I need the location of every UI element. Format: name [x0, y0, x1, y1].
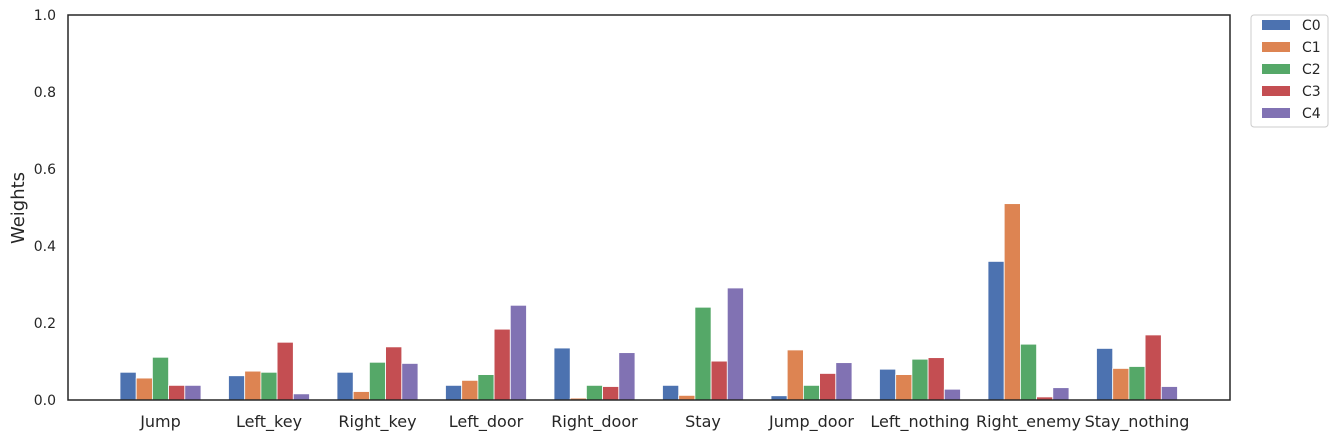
bar-c1-left-nothing [895, 374, 913, 401]
y-tick-label: 1.0 [34, 8, 56, 24]
bar-c3-stay [710, 360, 728, 401]
bar-c3-jump [168, 384, 186, 401]
bar-c4-left-nothing [943, 388, 961, 401]
legend-label-c4: C4 [1302, 106, 1321, 122]
bar-c2-right-key [368, 361, 386, 401]
x-tick-label: Jump_door [768, 412, 854, 432]
bar-c2-left-key [260, 371, 278, 401]
legend-label-c3: C3 [1302, 84, 1321, 100]
bar-c2-stay [694, 306, 712, 401]
bars-layer [119, 203, 1178, 401]
x-axis-ticks: Jump Left_key Right_key Left_door Right_door… [139, 412, 1189, 432]
bar-c2-jump [151, 356, 169, 401]
bar-c0-stay [662, 384, 680, 401]
x-tick-label: Left_key [236, 412, 302, 432]
legend-swatch-c1 [1262, 42, 1290, 52]
bar-c0-right-door [553, 347, 571, 401]
bar-c2-right-door [586, 384, 604, 401]
x-tick-label: Stay_nothing [1085, 412, 1190, 432]
y-axis-label: Weights [8, 172, 29, 244]
bar-c1-right-enemy [1003, 203, 1021, 401]
bar-c4-stay-nothing [1160, 386, 1178, 401]
bar-c1-right-key [352, 391, 370, 401]
legend-label-c0: C0 [1302, 18, 1321, 34]
legend-items: C0 C1 C2 C3 C4 [1262, 18, 1321, 122]
x-tick-label: Jump [139, 412, 181, 431]
bar-c1-jump [135, 377, 153, 401]
bar-c4-right-enemy [1052, 387, 1070, 401]
plot-frame [67, 14, 1231, 401]
bar-c2-stay-nothing [1128, 366, 1146, 401]
bar-c2-left-nothing [911, 358, 929, 401]
y-tick-label: 0.4 [34, 239, 56, 255]
bar-c3-stay-nothing [1144, 334, 1162, 401]
y-tick-label: 0.6 [34, 162, 56, 178]
bar-c1-stay-nothing [1112, 368, 1130, 401]
y-axis-ticks: 0.0 0.2 0.4 0.6 0.8 1.0 [34, 8, 56, 409]
y-tick-label: 0.0 [34, 393, 56, 409]
bar-c0-left-key [228, 375, 246, 401]
legend-swatch-c2 [1262, 64, 1290, 74]
legend: C0 C1 C2 C3 C4 [1250, 14, 1329, 128]
bar-c0-left-door [445, 384, 463, 401]
x-tick-label: Right_enemy [976, 412, 1081, 432]
legend-label-c1: C1 [1302, 40, 1321, 56]
y-tick-label: 0.8 [34, 85, 56, 101]
x-tick-label: Stay [685, 412, 721, 431]
x-tick-label: Right_door [551, 412, 638, 432]
bar-c1-jump-door [786, 349, 804, 401]
bar-c0-left-nothing [879, 368, 897, 401]
bar-c4-jump-door [835, 362, 853, 401]
bar-c4-left-key [292, 393, 310, 401]
bar-c3-left-nothing [927, 357, 945, 401]
bar-c3-left-key [276, 341, 294, 401]
bar-c1-left-key [244, 370, 262, 401]
legend-swatch-c0 [1262, 20, 1290, 30]
bar-c3-right-key [385, 346, 403, 401]
bar-c3-left-door [493, 328, 511, 401]
bar-c0-right-key [336, 371, 354, 401]
bar-c4-right-key [401, 363, 419, 401]
x-tick-label: Right_key [338, 412, 416, 432]
y-tick-label: 0.2 [34, 316, 56, 332]
x-tick-label: Left_nothing [870, 412, 969, 432]
bar-c4-stay [726, 287, 744, 401]
bar-c0-right-enemy [987, 260, 1005, 401]
legend-swatch-c4 [1262, 108, 1290, 118]
bar-c4-left-door [509, 304, 527, 401]
legend-label-c2: C2 [1302, 62, 1321, 78]
bar-c4-jump [184, 384, 202, 401]
x-tick-label: Left_door [449, 412, 524, 432]
bar-c2-jump-door [803, 384, 821, 401]
bar-c3-right-door [602, 386, 620, 401]
bar-c4-right-door [618, 352, 636, 401]
legend-swatch-c3 [1262, 86, 1290, 96]
bar-c2-right-enemy [1020, 343, 1038, 401]
bar-c1-left-door [461, 379, 479, 401]
bar-c0-stay-nothing [1096, 348, 1114, 401]
bar-c3-jump-door [819, 373, 837, 401]
bar-c0-jump [119, 371, 137, 401]
bar-c2-left-door [477, 374, 495, 401]
